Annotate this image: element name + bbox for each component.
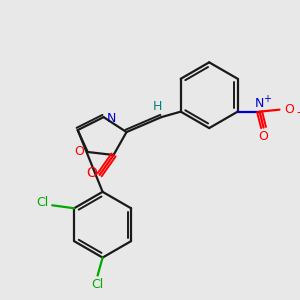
Text: N: N xyxy=(255,97,264,110)
Text: Cl: Cl xyxy=(36,196,48,209)
Text: -: - xyxy=(296,106,300,119)
Text: O: O xyxy=(74,146,84,158)
Text: +: + xyxy=(263,94,272,104)
Text: Cl: Cl xyxy=(92,278,104,291)
Text: H: H xyxy=(153,100,162,113)
Text: O: O xyxy=(284,103,294,116)
Text: O: O xyxy=(86,166,97,180)
Text: O: O xyxy=(259,130,269,143)
Text: N: N xyxy=(107,112,116,124)
